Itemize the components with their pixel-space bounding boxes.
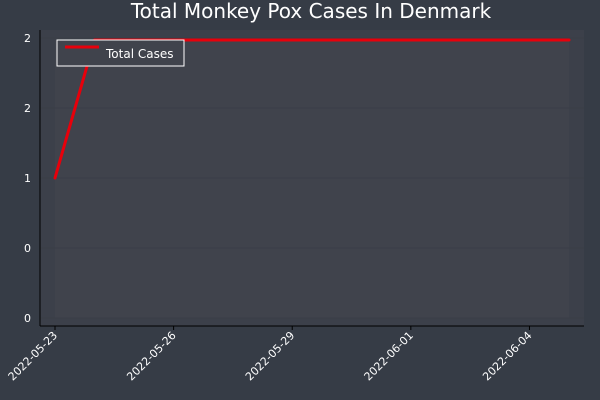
data-point: [331, 40, 332, 41]
data-point: [410, 40, 411, 41]
data-point: [213, 40, 214, 41]
y-axis: 0 0 1 2 2: [24, 30, 584, 326]
plot-inner-background: [55, 40, 569, 318]
x-axis: 2022-05-23 2022-05-26 2022-05-29 2022-06-01…: [6, 325, 584, 383]
legend: Total Cases: [56, 39, 185, 67]
legend-label: Total Cases: [105, 47, 173, 61]
y-tick-label: 0: [24, 312, 31, 325]
chart-title: Total Monkey Pox Cases In Denmark: [130, 0, 492, 23]
x-tick-label: 2022-06-01: [362, 329, 416, 383]
y-tick-label: 2: [24, 32, 31, 45]
legend-box: [56, 39, 185, 67]
data-point: [292, 40, 293, 41]
data-point: [450, 40, 451, 41]
data-point: [371, 40, 372, 41]
data-point: [55, 178, 56, 179]
x-tick-label: 2022-05-23: [6, 329, 60, 383]
data-point: [252, 40, 253, 41]
x-tick-label: 2022-05-26: [124, 329, 178, 383]
y-tick-label: 2: [24, 102, 31, 115]
data-point: [529, 40, 530, 41]
x-tick-label: 2022-06-04: [480, 329, 534, 383]
y-tick-label: 1: [24, 172, 31, 185]
x-tick-label: 2022-05-29: [243, 329, 297, 383]
data-point: [489, 40, 490, 41]
data-point: [569, 40, 570, 41]
y-tick-label: 0: [24, 242, 31, 255]
